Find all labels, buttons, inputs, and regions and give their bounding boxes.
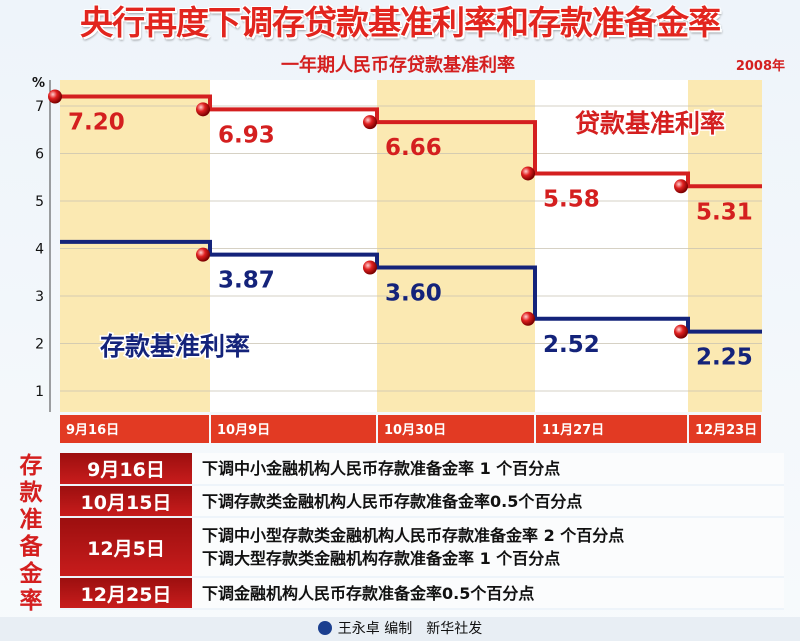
x-category-cell [378, 415, 534, 443]
reserve-description-line: 下调金融机构人民币存款准备金率0.5个百分点 [202, 583, 535, 603]
reserve-description: 下调中小金融机构人民币存款准备金率 1 个百分点 [192, 453, 784, 486]
data-label: 7.20 [68, 110, 125, 136]
x-category-cell [60, 415, 209, 443]
y-tick-label: 2 [35, 337, 44, 353]
data-label: 6.93 [218, 122, 275, 148]
reserve-description: 下调中小型存款类金融机构人民币存款准备金率 2 个百分点 下调大型存款类金融机构存… [192, 517, 784, 578]
reserve-description: 下调金融机构人民币存款准备金率0.5个百分点 [192, 577, 784, 610]
data-point-marker [363, 115, 377, 130]
reserve-description: 下调存款类金融机构人民币存款准备金率0.5个百分点 [192, 485, 784, 518]
x-tick-label: 11月27日 [542, 423, 604, 438]
x-category-cell [536, 415, 687, 443]
y-tick-label: 7 [35, 99, 44, 115]
data-point-marker [196, 247, 210, 262]
data-point-marker [48, 89, 62, 104]
reserve-description-line: 下调中小金融机构人民币存款准备金率 1 个百分点 [202, 459, 561, 478]
data-point-marker [674, 179, 688, 194]
rate-chart: 1 2 3 4 5 6 7 7.20 6.93 6.66 5.58 5.31 3.87 3.60 2.52… [32, 54, 785, 443]
reserve-ratio-section: 存款准备金率 9月16日 下调中小金融机构人民币存款准备金率 1 个百分点 10月1… [10, 453, 784, 615]
reserve-heading-char: 备 [19, 534, 43, 560]
reserve-date: 12月5日 [60, 517, 192, 578]
series-line-deposit [60, 239, 762, 334]
main-title: 央行再度下调存贷款基准利率和存款准备金率 [80, 3, 721, 42]
reserve-heading-char: 款 [19, 480, 43, 506]
credit-line: 王永卓 编制 新华社发 [0, 617, 800, 641]
y-tick-label: 4 [35, 242, 44, 258]
data-point-marker [521, 166, 535, 181]
series-line-loan [60, 94, 762, 189]
reserve-ratio-heading: 存款准备金率 [10, 453, 52, 615]
xinhua-logo-icon [317, 621, 332, 635]
series-name-loan: 贷款基准利率 [575, 109, 725, 138]
data-label: 6.66 [385, 135, 442, 161]
data-point-marker [196, 102, 210, 117]
data-point-marker [363, 260, 377, 275]
x-tick-label: 12月23日 [695, 423, 757, 438]
period-band [377, 80, 535, 412]
chart-year-label: 2008年 [736, 58, 785, 74]
reserve-heading-char: 率 [19, 588, 43, 614]
reserve-heading-char: 准 [19, 507, 43, 533]
x-tick-label: 10月30日 [384, 423, 446, 438]
x-category-cell [211, 415, 376, 443]
reserve-description-line: 下调大型存款类金融机构存款准备金率 1 个百分点 [202, 549, 561, 568]
period-band [60, 80, 210, 412]
period-band [688, 80, 762, 412]
y-tick-label: 6 [35, 147, 44, 163]
table-row: 12月5日 下调中小型存款类金融机构人民币存款准备金率 2 个百分点 下调大型存款类… [60, 517, 784, 578]
reserve-heading-char: 金 [19, 561, 43, 587]
data-label: 2.52 [543, 332, 600, 358]
reserve-description-line: 下调中小型存款类金融机构人民币存款准备金率 2 个百分点 [202, 526, 625, 545]
x-tick-label: 9月16日 [66, 423, 119, 438]
y-tick-label: 1 [35, 384, 44, 400]
reserve-ratio-table: 9月16日 下调中小金融机构人民币存款准备金率 1 个百分点 10月15日 下调存款类… [60, 453, 784, 610]
data-point-marker [674, 324, 688, 339]
reserve-heading-char: 存 [19, 453, 43, 479]
table-row: 12月25日 下调金融机构人民币存款准备金率0.5个百分点 [60, 577, 784, 610]
table-row: 10月15日 下调存款类金融机构人民币存款准备金率0.5个百分点 [60, 485, 784, 518]
credit-text: 王永卓 编制 新华社发 [337, 621, 483, 637]
reserve-date: 9月16日 [60, 453, 192, 486]
data-label: 3.87 [218, 268, 275, 294]
y-tick-label: 5 [35, 194, 44, 210]
data-label: 3.60 [385, 281, 442, 307]
reserve-date: 10月15日 [60, 485, 192, 518]
table-row: 9月16日 下调中小金融机构人民币存款准备金率 1 个百分点 [60, 453, 784, 486]
y-tick-label: 3 [35, 289, 44, 305]
x-category-cell [689, 415, 761, 443]
data-label: 5.31 [696, 199, 753, 225]
x-tick-label: 10月9日 [217, 423, 270, 438]
series-name-deposit: 存款基准利率 [100, 332, 250, 361]
chart-title: 一年期人民币存贷款基准利率 [281, 54, 515, 76]
reserve-date: 12月25日 [60, 577, 192, 610]
y-axis-unit: % [32, 76, 45, 91]
data-point-marker [521, 311, 535, 326]
data-label: 5.58 [543, 186, 600, 212]
reserve-description-line: 下调存款类金融机构人民币存款准备金率0.5个百分点 [202, 491, 583, 511]
data-label: 2.25 [696, 345, 753, 371]
